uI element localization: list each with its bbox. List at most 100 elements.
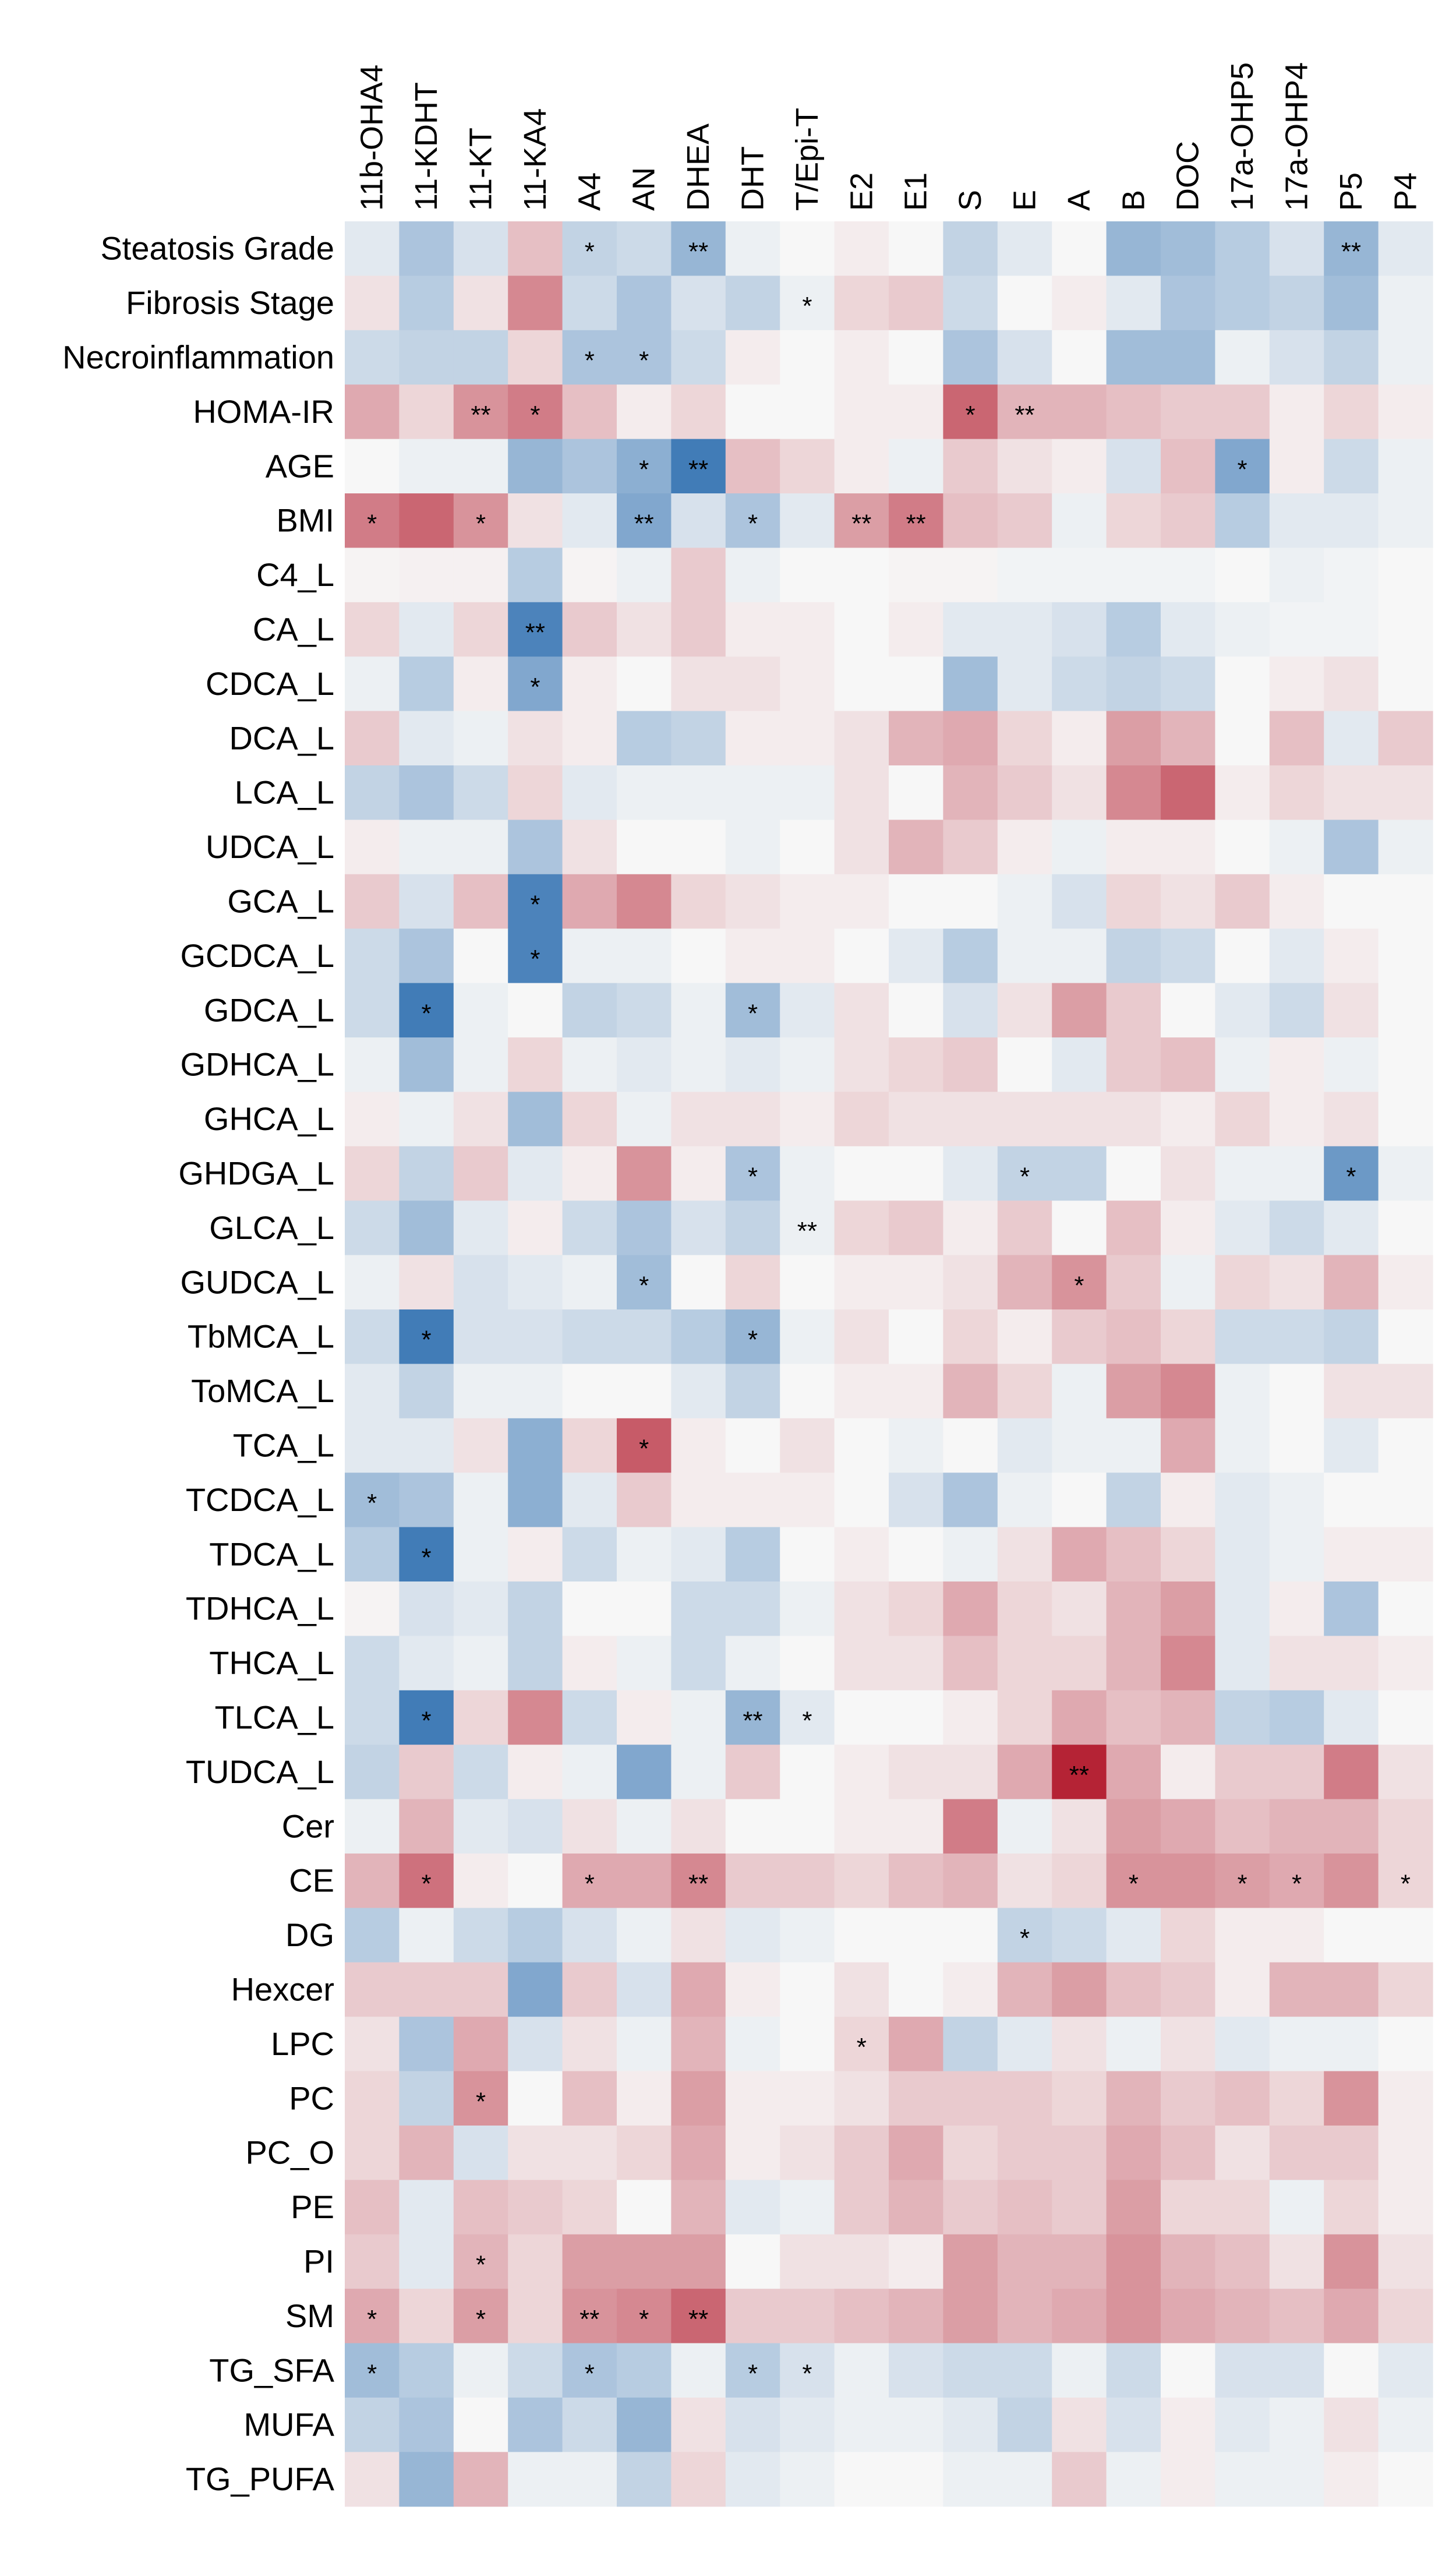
heatmap-cell xyxy=(1378,2343,1433,2398)
heatmap-cell xyxy=(1324,1418,1379,1473)
heatmap-cell xyxy=(508,1690,563,1745)
heatmap-cell xyxy=(780,2180,835,2235)
heatmap-cell xyxy=(399,1146,454,1201)
heatmap-cell xyxy=(1378,1527,1433,1582)
heatmap-cell xyxy=(1106,330,1161,385)
heatmap-cell xyxy=(943,2180,998,2235)
significance-star: ** xyxy=(1341,238,1361,266)
heatmap-cell xyxy=(453,1636,508,1691)
heatmap-cell xyxy=(889,602,943,657)
heatmap-cell xyxy=(562,929,617,984)
heatmap-cell xyxy=(671,1201,726,1256)
heatmap-cell xyxy=(997,2234,1052,2289)
heatmap-cell xyxy=(617,820,672,875)
heatmap-cell xyxy=(1052,221,1107,276)
heatmap-cell xyxy=(1215,2289,1270,2344)
heatmap-cell xyxy=(617,2398,672,2452)
heatmap-cell xyxy=(1052,656,1107,712)
heatmap-cell xyxy=(1269,1364,1324,1419)
heatmap-cell xyxy=(1378,1854,1433,1908)
heatmap-cell xyxy=(453,439,508,494)
heatmap-cell xyxy=(1269,1962,1324,2017)
significance-star: * xyxy=(1129,1870,1139,1898)
heatmap-cell xyxy=(671,2398,726,2452)
heatmap-cell xyxy=(943,1364,998,1419)
heatmap-cell xyxy=(889,2126,943,2180)
heatmap-cell xyxy=(345,1854,400,1908)
heatmap-cell xyxy=(1215,330,1270,385)
heatmap-cell xyxy=(1052,2398,1107,2452)
heatmap-cell xyxy=(671,1092,726,1147)
heatmap-cell xyxy=(399,330,454,385)
heatmap-cell xyxy=(943,1962,998,2017)
heatmap-cell xyxy=(725,765,780,820)
heatmap-cell xyxy=(508,1255,563,1310)
heatmap-cell xyxy=(508,1527,563,1582)
heatmap-cell xyxy=(997,1037,1052,1092)
heatmap-cell xyxy=(780,2452,835,2507)
column-label: DHEA xyxy=(681,123,716,211)
heatmap-cell xyxy=(1378,1908,1433,1963)
column-label: P4 xyxy=(1388,172,1423,211)
heatmap-cell xyxy=(671,1473,726,1528)
significance-star: * xyxy=(530,945,540,973)
column-label: A4 xyxy=(572,172,607,211)
heatmap-cell xyxy=(834,1364,889,1419)
significance-star: * xyxy=(476,2305,486,2333)
significance-star: * xyxy=(1238,455,1248,483)
heatmap-cell xyxy=(889,765,943,820)
heatmap-cell xyxy=(1052,276,1107,331)
heatmap-cell xyxy=(834,2343,889,2398)
heatmap-cell xyxy=(508,874,563,929)
heatmap-cell xyxy=(1324,874,1379,929)
heatmap-cell xyxy=(725,874,780,929)
heatmap-cell xyxy=(780,1473,835,1528)
heatmap-cell xyxy=(780,1962,835,2017)
heatmap-cell xyxy=(943,1092,998,1147)
heatmap-cell xyxy=(671,1962,726,2017)
heatmap-cell xyxy=(943,765,998,820)
heatmap-cell xyxy=(345,276,400,331)
heatmap-cell xyxy=(671,656,726,712)
heatmap-cell xyxy=(345,384,400,440)
heatmap-cell xyxy=(562,2289,617,2344)
heatmap-cell xyxy=(780,656,835,712)
heatmap-cell xyxy=(399,1364,454,1419)
heatmap-cell xyxy=(508,2017,563,2072)
heatmap-cell xyxy=(617,2452,672,2507)
heatmap-cell xyxy=(399,711,454,766)
heatmap-cell xyxy=(1106,1201,1161,1256)
heatmap-cell xyxy=(1052,765,1107,820)
heatmap-cell xyxy=(1269,2180,1324,2235)
column-label: B xyxy=(1116,190,1151,211)
heatmap-cell xyxy=(1106,656,1161,712)
significance-star: * xyxy=(639,1435,649,1463)
heatmap-cell xyxy=(1161,765,1215,820)
heatmap-cell xyxy=(617,276,672,331)
heatmap-cell xyxy=(1106,1581,1161,1636)
heatmap-cell xyxy=(1161,276,1215,331)
heatmap-cell xyxy=(780,2343,835,2398)
heatmap-cell xyxy=(453,1473,508,1528)
heatmap-cell xyxy=(508,276,563,331)
heatmap-cell xyxy=(725,1473,780,1528)
heatmap-cell xyxy=(1161,602,1215,657)
heatmap-cell xyxy=(1052,2452,1107,2507)
heatmap-cell xyxy=(780,1201,835,1256)
heatmap-cell xyxy=(399,1636,454,1691)
heatmap-cell xyxy=(889,1309,943,1364)
heatmap-cell xyxy=(780,1636,835,1691)
significance-star: * xyxy=(1020,1924,1030,1953)
heatmap-cell xyxy=(1269,276,1324,331)
column-label: DOC xyxy=(1171,141,1206,211)
heatmap-cell xyxy=(1269,765,1324,820)
heatmap-cell xyxy=(889,1962,943,2017)
heatmap-cell xyxy=(399,1255,454,1310)
row-label: TCA_L xyxy=(233,1427,334,1464)
heatmap-cell xyxy=(725,384,780,440)
heatmap-cell xyxy=(1269,1092,1324,1147)
heatmap-cell xyxy=(1052,1364,1107,1419)
heatmap-cell xyxy=(1052,1745,1107,1800)
heatmap-cell xyxy=(834,1092,889,1147)
heatmap-cell xyxy=(943,2343,998,2398)
